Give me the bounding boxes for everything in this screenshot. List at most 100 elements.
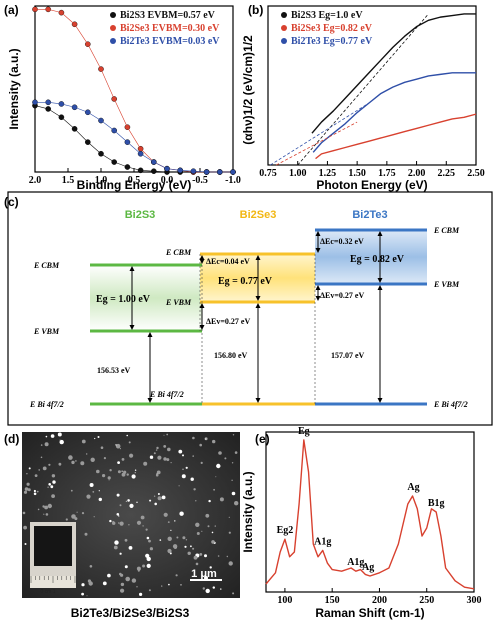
band-diagram: Bi2S3 Bi2Se3 Bi2Te3 E CBM E VBM E Bi 4f7… [29,209,468,409]
sem-grain [136,586,138,588]
arrow-head [129,325,135,330]
bi2se3-cbm-label: E CBM [165,248,192,257]
sem-grain [120,582,125,587]
sem-grain [119,504,122,507]
series-line [311,13,476,134]
sem-grain [102,474,106,478]
sem-grain [42,466,47,471]
legend-marker [110,12,116,18]
sem-grain [131,474,136,479]
sem-grain [166,433,169,436]
sem-grain [170,462,172,464]
sem-grain [23,490,28,494]
legend-label: Bi2S3 Eg=1.0 eV [291,10,363,21]
bi2se3-core-label: E Bi 4f7/2 [149,390,184,399]
dec1-label: ΔEc=0.04 eV [206,257,250,266]
sem-grain [219,497,224,502]
sem-grain [145,553,150,558]
sem-grain [28,467,31,470]
sem-grain [120,588,125,593]
arrow-head [199,325,205,330]
sem-grain [192,455,194,457]
sem-grain [140,515,145,520]
panel-b-xlabel: Photon Energy (eV) [316,178,427,192]
sem-grain [115,443,121,449]
x-tick-label: -1.0 [225,175,241,186]
arrow-head [377,278,383,283]
sem-grain [81,511,85,515]
sem-grain [192,547,195,550]
sem-grain [42,505,45,508]
sem-grain [40,456,43,459]
sem-grain [102,581,107,586]
sem-grain [214,525,216,527]
sem-grain [174,520,176,522]
x-tick-label: 100 [277,595,292,606]
sem-grain [146,563,151,569]
scale-bar-label: 1 μm [191,568,217,580]
bi2s3-cbm-label: E CBM [33,261,60,270]
x-tick-label: 1.5 [62,175,75,186]
sem-grain [199,553,203,556]
sem-grain [211,531,214,534]
x-tick-label: 250 [419,595,434,606]
sem-grain [92,491,95,493]
series-line [34,105,233,173]
panel-e-xlabel: Raman Shift (cm-1) [315,606,424,620]
sem-grain [119,552,122,555]
sem-grain [76,511,78,513]
sem-grain [26,482,30,486]
sem-grain [121,470,124,473]
legend-label: Bi2Te3 EVBM=0.03 eV [120,36,220,47]
sem-grain [36,490,39,493]
sem-grain [119,448,121,450]
sem-grain [182,454,184,457]
sem-grain [117,470,121,474]
x-tick-label: 1.0 [95,175,108,186]
sem-grain [26,473,28,475]
x-tick-label: 2.50 [467,168,485,179]
sem-grain [34,474,38,477]
peak-label: Eg [298,426,310,437]
arrow-head [315,248,321,253]
sem-grain [209,566,212,569]
legend-marker [110,38,116,44]
arrow-head [315,231,321,236]
sem-grain [231,462,234,464]
legend-label: Bi2Se3 Eg=0.82 eV [291,23,373,34]
sem-grain [163,434,165,436]
sem-grain [121,458,125,461]
sem-grain [204,554,207,558]
sem-grain [228,516,230,518]
sem-grain [128,441,131,444]
sem-grain [179,511,184,516]
sem-grain [195,562,199,566]
sem-grain [118,515,120,517]
x-tick-label: 0.75 [259,168,277,179]
sem-grain [163,512,168,517]
sem-grain [65,518,68,521]
sem-grain [40,444,43,446]
sem-grain [33,492,37,496]
sem-grain [170,529,172,532]
sem-grain [220,588,222,590]
sem-speckles [22,432,239,597]
bi2s3-vbm-label: E VBM [33,327,60,336]
sem-grain [50,485,54,489]
sem-grain [172,544,178,549]
sem-grain [234,501,239,506]
bi2te3-core-label: E Bi 4f7/2 [433,400,468,409]
sem-grain [125,576,130,582]
sem-grain [145,528,148,531]
sem-grain [196,532,200,535]
x-tick-label: 1.75 [378,168,396,179]
ruler-text: 0 cm 1 [40,589,55,595]
x-tick-label: 1.25 [319,168,337,179]
bi2se3-vbm-label: E VBM [165,298,192,307]
sem-grain [126,434,128,437]
bi2s3-eg-label: Eg = 1.00 eV [96,294,151,305]
sem-grain [129,503,134,508]
bi2te3-cbm-label: E CBM [433,226,460,235]
x-tick-label: 300 [467,595,482,606]
